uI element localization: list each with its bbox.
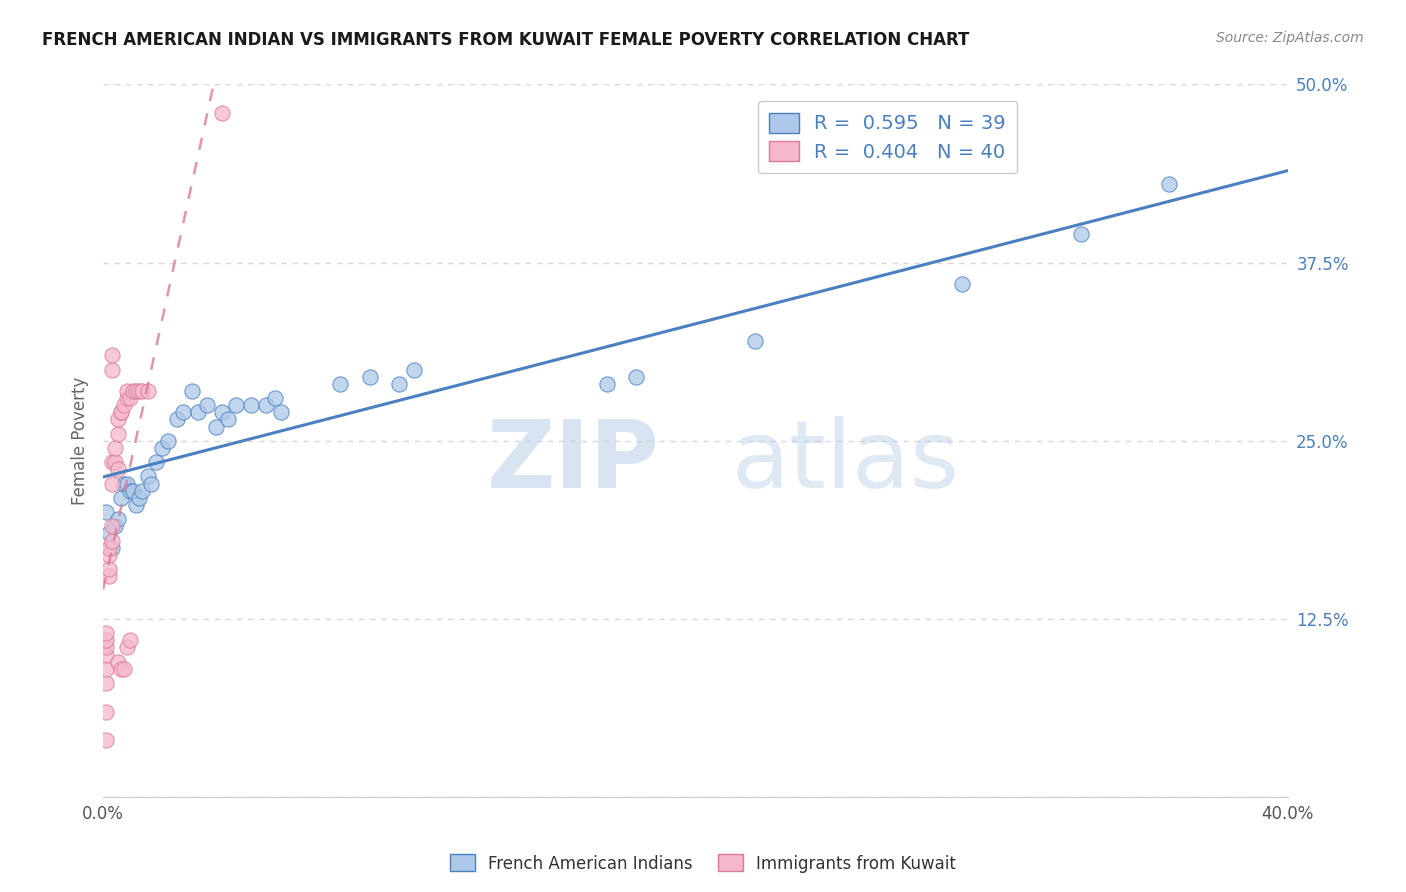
- French American Indians: [1159, 178, 1181, 192]
- French American Indians: [595, 376, 617, 391]
- French American Indians: [217, 412, 239, 426]
- Immigrants from Kuwait: [104, 455, 127, 469]
- Immigrants from Kuwait: [115, 640, 138, 655]
- French American Indians: [112, 476, 135, 491]
- Text: ZIP: ZIP: [486, 417, 659, 508]
- Immigrants from Kuwait: [94, 676, 117, 690]
- French American Indians: [98, 526, 121, 541]
- Immigrants from Kuwait: [112, 398, 135, 412]
- Immigrants from Kuwait: [211, 106, 233, 120]
- Immigrants from Kuwait: [115, 391, 138, 405]
- French American Indians: [270, 405, 292, 419]
- French American Indians: [128, 491, 150, 505]
- French American Indians: [204, 419, 226, 434]
- Immigrants from Kuwait: [98, 562, 121, 576]
- Immigrants from Kuwait: [94, 633, 117, 648]
- Immigrants from Kuwait: [107, 412, 129, 426]
- French American Indians: [950, 277, 973, 291]
- French American Indians: [211, 405, 233, 419]
- Immigrants from Kuwait: [121, 384, 143, 398]
- French American Indians: [150, 441, 173, 455]
- French American Indians: [121, 483, 143, 498]
- French American Indians: [240, 398, 263, 412]
- French American Indians: [157, 434, 180, 448]
- Immigrants from Kuwait: [112, 662, 135, 676]
- Immigrants from Kuwait: [98, 569, 121, 583]
- French American Indians: [172, 405, 194, 419]
- Immigrants from Kuwait: [110, 662, 132, 676]
- French American Indians: [388, 376, 411, 391]
- Immigrants from Kuwait: [101, 476, 124, 491]
- French American Indians: [254, 398, 277, 412]
- Immigrants from Kuwait: [131, 384, 153, 398]
- Immigrants from Kuwait: [107, 655, 129, 669]
- French American Indians: [104, 519, 127, 533]
- Immigrants from Kuwait: [94, 640, 117, 655]
- Immigrants from Kuwait: [94, 705, 117, 719]
- Immigrants from Kuwait: [98, 541, 121, 555]
- Immigrants from Kuwait: [98, 548, 121, 562]
- French American Indians: [181, 384, 204, 398]
- French American Indians: [118, 483, 141, 498]
- French American Indians: [94, 505, 117, 519]
- Text: Source: ZipAtlas.com: Source: ZipAtlas.com: [1216, 31, 1364, 45]
- Immigrants from Kuwait: [101, 519, 124, 533]
- French American Indians: [125, 498, 148, 512]
- French American Indians: [110, 491, 132, 505]
- Immigrants from Kuwait: [104, 441, 127, 455]
- Immigrants from Kuwait: [94, 662, 117, 676]
- Immigrants from Kuwait: [118, 391, 141, 405]
- Immigrants from Kuwait: [115, 384, 138, 398]
- Immigrants from Kuwait: [94, 648, 117, 662]
- Immigrants from Kuwait: [94, 733, 117, 747]
- Immigrants from Kuwait: [110, 405, 132, 419]
- Y-axis label: Female Poverty: Female Poverty: [72, 376, 89, 505]
- Immigrants from Kuwait: [136, 384, 159, 398]
- French American Indians: [131, 483, 153, 498]
- Immigrants from Kuwait: [128, 384, 150, 398]
- French American Indians: [166, 412, 188, 426]
- Immigrants from Kuwait: [118, 633, 141, 648]
- French American Indians: [187, 405, 209, 419]
- French American Indians: [1070, 227, 1092, 241]
- French American Indians: [329, 376, 352, 391]
- French American Indians: [626, 369, 648, 384]
- Immigrants from Kuwait: [110, 405, 132, 419]
- Immigrants from Kuwait: [107, 462, 129, 476]
- Text: FRENCH AMERICAN INDIAN VS IMMIGRANTS FROM KUWAIT FEMALE POVERTY CORRELATION CHAR: FRENCH AMERICAN INDIAN VS IMMIGRANTS FRO…: [42, 31, 970, 49]
- Immigrants from Kuwait: [101, 533, 124, 548]
- French American Indians: [195, 398, 218, 412]
- French American Indians: [136, 469, 159, 483]
- Immigrants from Kuwait: [125, 384, 148, 398]
- Text: atlas: atlas: [731, 417, 959, 508]
- Immigrants from Kuwait: [101, 362, 124, 376]
- French American Indians: [404, 362, 426, 376]
- Immigrants from Kuwait: [94, 626, 117, 640]
- Immigrants from Kuwait: [101, 455, 124, 469]
- Legend: R =  0.595   N = 39, R =  0.404   N = 40: R = 0.595 N = 39, R = 0.404 N = 40: [758, 102, 1018, 173]
- French American Indians: [145, 455, 167, 469]
- Immigrants from Kuwait: [101, 348, 124, 362]
- French American Indians: [744, 334, 766, 348]
- French American Indians: [101, 541, 124, 555]
- Immigrants from Kuwait: [107, 426, 129, 441]
- French American Indians: [139, 476, 162, 491]
- Legend: French American Indians, Immigrants from Kuwait: French American Indians, Immigrants from…: [443, 847, 963, 880]
- French American Indians: [359, 369, 381, 384]
- French American Indians: [115, 476, 138, 491]
- French American Indians: [264, 391, 287, 405]
- French American Indians: [107, 512, 129, 526]
- French American Indians: [225, 398, 247, 412]
